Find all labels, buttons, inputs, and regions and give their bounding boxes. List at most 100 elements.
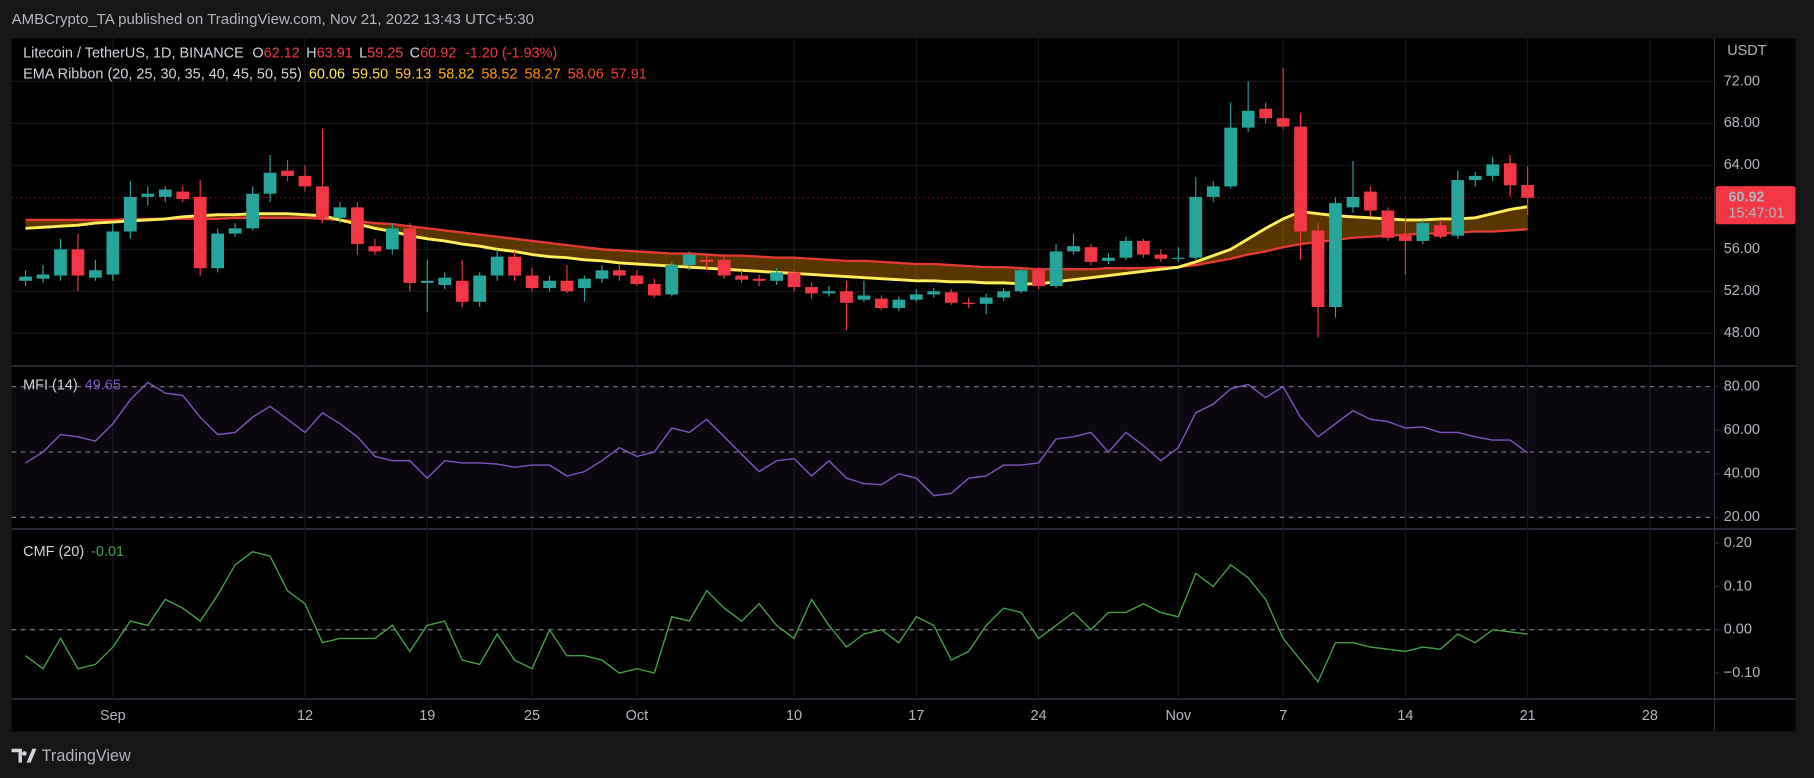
ribbon-legend: EMA Ribbon (20, 25, 30, 35, 40, 45, 50, … [23, 66, 647, 82]
logo-mark [11, 748, 37, 763]
candle-body [1468, 175, 1482, 181]
mfi-value: 49.65 [85, 377, 121, 393]
candle-body [368, 246, 382, 252]
indicator-line [25, 551, 1528, 684]
y-tick-label: 0.10 [1724, 578, 1752, 594]
candle-body [1049, 251, 1063, 287]
footer-brand: TradingView [42, 747, 131, 765]
candle-body [1346, 196, 1360, 208]
candle-body [857, 295, 871, 300]
candle-body [630, 275, 644, 284]
candle-body [420, 280, 434, 283]
ribbon-value: 58.27 [524, 66, 560, 82]
x-tick-label: 19 [419, 708, 435, 724]
candle-body [36, 274, 50, 279]
x-tick-label: Oct [626, 708, 648, 724]
candle-body [525, 275, 539, 289]
cmf-value: -0.01 [91, 544, 124, 560]
currency-label: USDT [1727, 43, 1767, 59]
candle-body [1259, 108, 1272, 119]
candle-body [316, 186, 329, 218]
candle-body [508, 256, 521, 276]
candle-body [1294, 126, 1307, 232]
candle-body [351, 207, 364, 245]
candle-body [438, 277, 452, 285]
footer-logo: TradingView [11, 747, 131, 765]
candle-body [1137, 240, 1150, 255]
y-tick-label: 20.00 [1724, 509, 1760, 525]
ohlc-value: 62.12 [264, 45, 300, 61]
candle-body [560, 280, 574, 292]
candle-body [473, 275, 487, 302]
countdown-label: 15:47:01 [1728, 206, 1784, 222]
candle-body [1241, 110, 1255, 128]
x-tick-label: 14 [1397, 708, 1413, 724]
candle-body [176, 191, 190, 199]
chart-frame [11, 38, 1796, 732]
candle-body [158, 189, 172, 197]
last-price-tag [1715, 186, 1796, 225]
price-change: -1.20 (-1.93%) [465, 45, 557, 61]
candle-body [700, 259, 714, 262]
candle-body [54, 249, 67, 276]
candle-body [1154, 254, 1168, 259]
candle-body [962, 302, 976, 304]
ohlc-value: 60.92 [420, 45, 456, 61]
candle-body [1032, 270, 1045, 287]
candle-body [822, 291, 836, 294]
candle-body [1206, 186, 1220, 197]
ohlc-key: L [359, 45, 367, 61]
candle-body [1189, 196, 1203, 258]
y-tick-label: 56.00 [1724, 241, 1760, 257]
candle-body [578, 278, 591, 289]
candle-body [1119, 240, 1133, 258]
y-tick-label: 60.00 [1724, 422, 1760, 438]
candle-body [106, 231, 120, 275]
candle-body [1329, 203, 1342, 308]
candle-body [228, 228, 242, 234]
candle-body [927, 291, 941, 295]
candle-body [298, 175, 312, 187]
x-tick-label: 28 [1642, 708, 1658, 724]
candle-body [909, 294, 923, 300]
y-tick-label: 48.00 [1724, 325, 1760, 341]
y-tick-label: 40.00 [1724, 466, 1760, 482]
ribbon-value: 58.52 [481, 66, 517, 82]
y-tick-label: 0.00 [1724, 622, 1752, 638]
candle-body [1364, 191, 1377, 211]
y-tick-label: 64.00 [1724, 157, 1760, 173]
candle-body [385, 228, 399, 250]
candle-body [1398, 235, 1412, 241]
ohlc-value: 59.25 [367, 45, 403, 61]
x-tick-label: Nov [1165, 708, 1191, 724]
candle-body [770, 272, 783, 281]
ohlc-value: 63.91 [317, 45, 353, 61]
candle-body [281, 170, 294, 176]
candle-body [1486, 164, 1500, 176]
y-tick-label: 80.00 [1724, 379, 1760, 395]
candle-body [647, 283, 661, 296]
candle-body [1381, 210, 1395, 238]
candle-body [875, 298, 888, 309]
candle-body [1433, 225, 1447, 237]
candle-body [613, 270, 626, 276]
y-tick-label: 0.20 [1724, 535, 1752, 551]
symbol-title: Litecoin / TetherUS, 1D, BINANCE [23, 45, 244, 61]
candle-body [717, 259, 731, 276]
ribbon-value: 58.82 [438, 66, 474, 82]
symbol-legend: Litecoin / TetherUS, 1D, BINANCE O62.12 … [23, 45, 557, 61]
ribbon-value: 57.91 [611, 66, 647, 82]
x-tick-label: 7 [1279, 708, 1287, 724]
candle-body [1416, 223, 1430, 241]
ohlc-key: H [306, 45, 316, 61]
candle-body [1521, 185, 1534, 198]
y-tick-label: −0.10 [1724, 665, 1761, 681]
x-tick-label: 25 [524, 708, 540, 724]
mfi-title: MFI (14) [23, 377, 78, 393]
candle-body [892, 299, 906, 309]
candle-body [246, 193, 259, 229]
ribbon-value: 59.13 [395, 66, 431, 82]
candle-body [1014, 270, 1028, 292]
